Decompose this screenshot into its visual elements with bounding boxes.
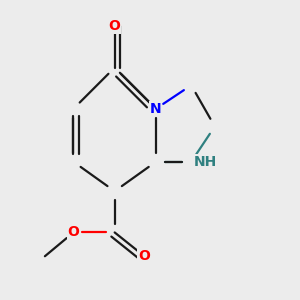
Text: NH: NH <box>194 155 217 169</box>
Text: O: O <box>109 19 121 33</box>
Text: O: O <box>138 249 150 263</box>
Text: N: N <box>150 102 162 116</box>
Text: O: O <box>68 225 80 239</box>
